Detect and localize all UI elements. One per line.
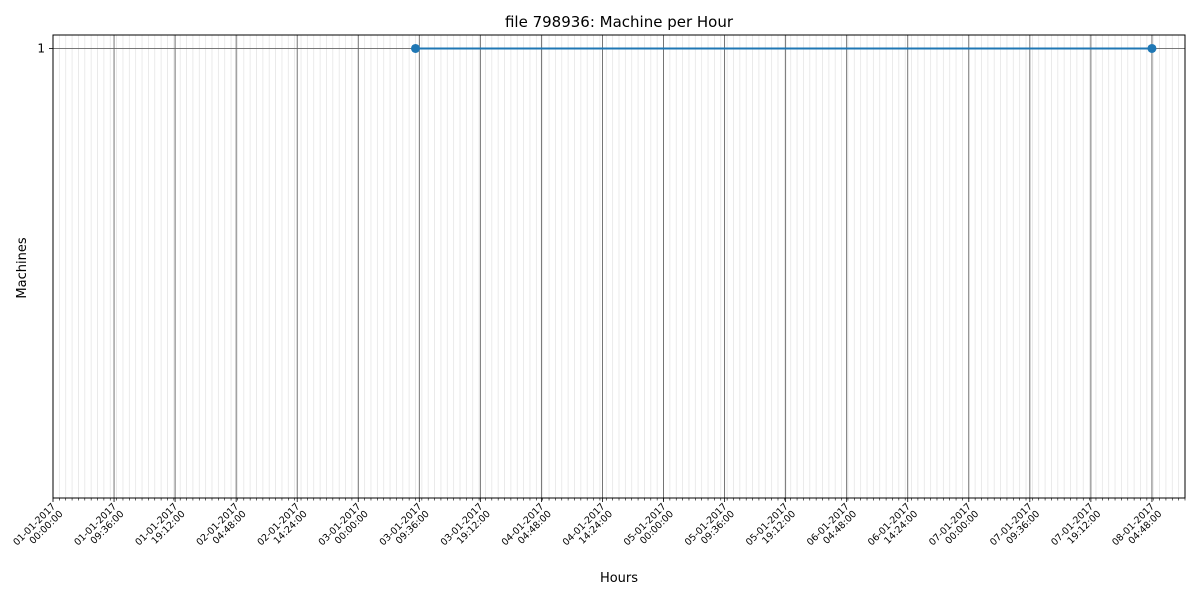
x-tick-label: 02-01-201714:24:00 (256, 501, 310, 555)
minor-grid (52, 35, 1186, 498)
x-tick-label: 03-01-201709:36:00 (378, 501, 432, 555)
x-tick-label: 07-01-201709:36:00 (988, 501, 1042, 555)
x-tick-label: 02-01-201704:48:00 (194, 501, 248, 555)
x-axis-ticks: 01-01-201700:00:00 01-01-201709:36:00 01-0… (11, 498, 1186, 555)
x-tick-label: 06-01-201714:24:00 (866, 501, 920, 555)
data-point (1147, 43, 1157, 53)
chart-title: file 798936: Machine per Hour (505, 13, 734, 31)
x-tick-label: 08-01-201704:48:00 (1110, 501, 1164, 555)
y-axis-ticks: 1 (37, 41, 53, 55)
x-tick-label: 04-01-201714:24:00 (561, 501, 615, 555)
x-tick-label: 05-01-201700:00:00 (622, 501, 676, 555)
x-tick-label: 01-01-201709:36:00 (72, 501, 126, 555)
x-tick-label: 05-01-201719:12:00 (744, 501, 798, 555)
x-tick-label: 03-01-201700:00:00 (317, 501, 371, 555)
x-tick-label: 03-01-201719:12:00 (439, 501, 493, 555)
x-tick-label: 04-01-201704:48:00 (500, 501, 554, 555)
x-axis-label: Hours (600, 571, 638, 586)
x-tick-label: 01-01-201719:12:00 (133, 501, 187, 555)
x-tick-label: 07-01-201700:00:00 (927, 501, 981, 555)
x-tick-label: 06-01-201704:48:00 (805, 501, 859, 555)
x-tick-label: 07-01-201719:12:00 (1049, 501, 1103, 555)
y-axis-label: Machines (15, 237, 30, 298)
data-point (410, 43, 420, 53)
x-tick-label: 05-01-201709:36:00 (683, 501, 737, 555)
series-layer (410, 43, 1157, 53)
y-tick-label: 1 (37, 41, 45, 55)
x-tick-label: 01-01-201700:00:00 (11, 501, 65, 555)
